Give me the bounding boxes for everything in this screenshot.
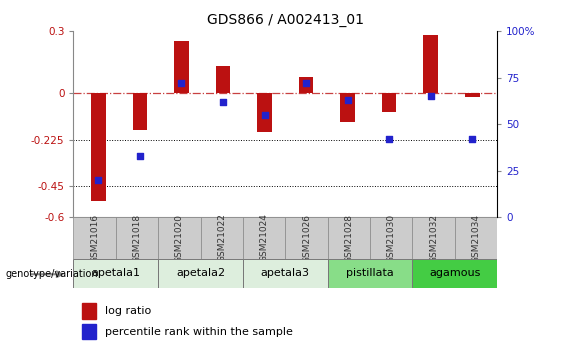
Text: apetala3: apetala3 (261, 268, 310, 278)
Point (94, 177, 103, 183)
Bar (412, 259, 497, 288)
Bar (216, 66, 231, 93)
Bar (82, 303, 96, 319)
Text: GSM21034: GSM21034 (472, 214, 480, 263)
Text: genotype/variation: genotype/variation (6, 269, 98, 279)
Bar (73, 217, 116, 259)
Bar (328, 217, 370, 259)
Bar (340, 93, 355, 122)
Bar (158, 217, 201, 259)
Text: percentile rank within the sample: percentile rank within the sample (105, 327, 293, 337)
Point (302, 80, 311, 86)
Point (260, 112, 269, 118)
Text: apetala1: apetala1 (92, 268, 140, 278)
Bar (116, 217, 158, 259)
Text: GSM21028: GSM21028 (345, 214, 353, 263)
Bar (243, 259, 328, 288)
Point (136, 153, 145, 159)
Text: GSM21030: GSM21030 (387, 214, 396, 263)
Bar (299, 77, 314, 93)
Point (177, 80, 186, 86)
Point (468, 136, 477, 142)
Bar (82, 324, 96, 339)
Bar (382, 93, 397, 112)
Point (385, 136, 394, 142)
Bar (412, 217, 455, 259)
Text: pistillata: pistillata (346, 268, 394, 278)
Bar (73, 259, 158, 288)
Bar (257, 93, 272, 132)
Text: GSM21020: GSM21020 (175, 214, 184, 263)
Point (219, 99, 228, 105)
Bar (243, 217, 285, 259)
Text: GSM21022: GSM21022 (218, 214, 226, 263)
Bar (174, 41, 189, 93)
Bar (328, 259, 412, 288)
Title: GDS866 / A002413_01: GDS866 / A002413_01 (207, 13, 364, 27)
Text: GSM21016: GSM21016 (90, 214, 99, 263)
Bar (158, 259, 243, 288)
Text: GSM21024: GSM21024 (260, 214, 268, 263)
Point (343, 97, 352, 103)
Text: GSM21032: GSM21032 (429, 214, 438, 263)
Point (426, 93, 435, 99)
Bar (201, 217, 243, 259)
Bar (91, 93, 106, 201)
Text: GSM21026: GSM21026 (302, 214, 311, 263)
Bar (455, 217, 497, 259)
Text: agamous: agamous (429, 268, 480, 278)
Bar (285, 217, 328, 259)
Bar (423, 35, 438, 93)
Bar (465, 93, 480, 97)
Text: log ratio: log ratio (105, 306, 151, 316)
Text: GSM21018: GSM21018 (133, 214, 141, 263)
Text: apetala2: apetala2 (176, 268, 225, 278)
Bar (133, 93, 147, 130)
Bar (370, 217, 412, 259)
